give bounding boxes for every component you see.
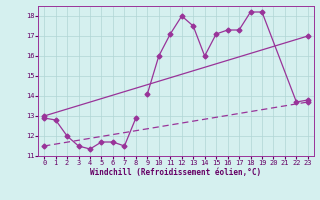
X-axis label: Windchill (Refroidissement éolien,°C): Windchill (Refroidissement éolien,°C): [91, 168, 261, 177]
